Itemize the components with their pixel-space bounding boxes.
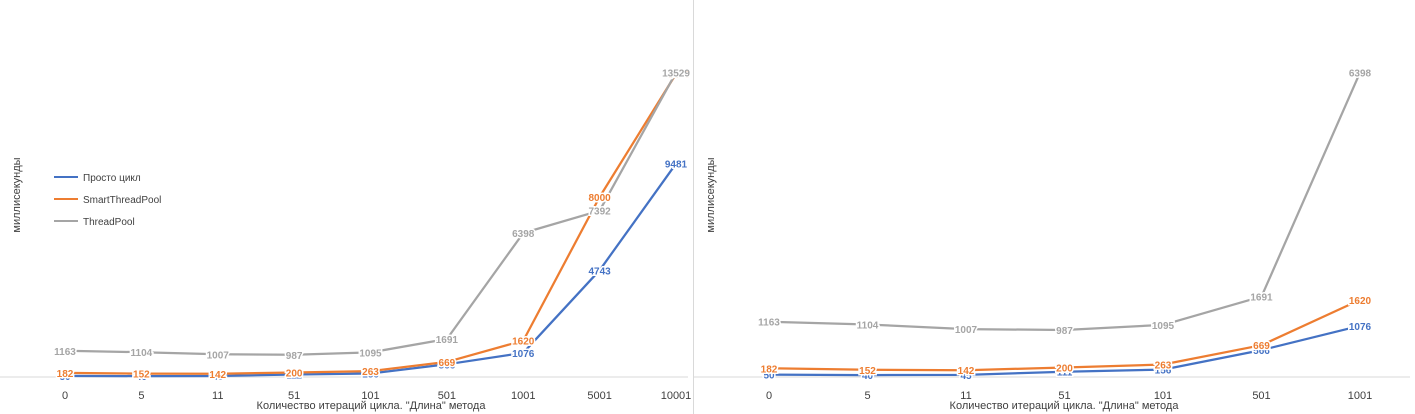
x-tick-label: 10001 <box>661 390 692 402</box>
series-line-3 <box>767 71 1362 332</box>
data-label: 1007 <box>955 325 978 336</box>
data-label: 1163 <box>758 318 780 329</box>
data-label: 45 <box>212 372 224 383</box>
series-line-1 <box>767 324 1362 377</box>
data-label: 1104 <box>857 320 879 331</box>
data-label: 9481 <box>665 160 688 171</box>
chart-right-svg: 0 5 11 51 101 501 1001 Количество итераций цикл… <box>694 67 1410 412</box>
data-label: 669 <box>439 358 456 369</box>
x-tick-label: 51 <box>1058 390 1070 402</box>
series-line-2 <box>63 72 678 375</box>
chart-left: 0 5 11 51 101 501 1001 5001 10001 Количество итер… <box>0 0 693 414</box>
data-label: 40 <box>136 372 148 383</box>
series-line-3 <box>63 71 678 356</box>
data-label: 152 <box>133 370 150 381</box>
data-label: 1104 <box>131 348 153 359</box>
data-label: 1095 <box>359 348 382 359</box>
data-label: 1163 <box>54 347 76 358</box>
x-tick-label: 101 <box>1154 390 1172 402</box>
x-tick-label: 0 <box>62 390 68 402</box>
data-label: 182 <box>57 369 74 380</box>
data-label: 142 <box>209 370 226 381</box>
data-label: 566 <box>439 360 456 371</box>
x-axis-title: Количество итераций цикла. "Длина" метод… <box>257 400 487 412</box>
data-label: 8000 <box>589 193 612 204</box>
data-label: 1095 <box>1152 321 1175 332</box>
series-line-2 <box>767 298 1362 372</box>
data-label: 13470 <box>662 70 690 81</box>
data-label: 152 <box>859 366 876 377</box>
x-axis-title: Количество итераций цикла. "Длина" метод… <box>950 400 1180 412</box>
legend-label-1: Просто цикл <box>83 173 141 184</box>
x-tick-label: 501 <box>438 390 456 402</box>
data-label: 566 <box>1253 346 1270 357</box>
data-label: 142 <box>958 366 975 377</box>
x-tick-label: 11 <box>212 390 223 402</box>
data-label: 156 <box>362 369 379 380</box>
data-label: 6398 <box>1349 69 1372 80</box>
chart-right: 0 5 11 51 101 501 1001 Количество итераций цикл… <box>694 0 1415 414</box>
data-label: 987 <box>1056 326 1073 337</box>
data-label: 263 <box>1155 360 1172 371</box>
data-label: 200 <box>1056 363 1073 374</box>
data-label: 40 <box>862 371 874 382</box>
x-tick-label: 0 <box>766 390 772 402</box>
data-label: 6398 <box>512 229 535 240</box>
data-label: 1620 <box>1349 296 1372 307</box>
data-label: 4743 <box>589 266 612 277</box>
x-tick-label: 5 <box>864 390 870 402</box>
x-tick-label: 1001 <box>1348 390 1372 402</box>
y-axis-title: миллисекунды <box>11 157 23 232</box>
data-label: 1076 <box>512 349 535 360</box>
series-line-1 <box>63 162 678 378</box>
data-label: 1007 <box>207 350 230 361</box>
data-label: 1076 <box>1349 322 1372 333</box>
data-label: 50 <box>59 372 71 383</box>
x-tick-label: 51 <box>288 390 300 402</box>
data-label: 111 <box>286 371 302 382</box>
data-label: 50 <box>763 371 775 382</box>
data-label: 987 <box>286 351 303 362</box>
data-label: 156 <box>1155 366 1172 377</box>
x-tick-label: 1001 <box>511 390 535 402</box>
data-label: 7392 <box>589 207 612 218</box>
panel-divider <box>693 0 694 414</box>
legend-label-3: ThreadPool <box>83 217 135 228</box>
data-label: 13529 <box>662 69 690 80</box>
y-axis-title: миллисекунды <box>705 157 717 232</box>
legend-label-2: SmartThreadPool <box>83 195 161 206</box>
data-label: 200 <box>286 369 303 380</box>
data-label: 182 <box>761 364 778 375</box>
data-label: 1691 <box>1250 293 1273 304</box>
x-tick-label: 5 <box>138 390 144 402</box>
data-label: 1620 <box>512 337 535 348</box>
chart-left-svg: 0 5 11 51 101 501 1001 5001 10001 Количество итер… <box>0 67 692 412</box>
data-label: 45 <box>960 371 972 382</box>
x-tick-label: 11 <box>960 390 971 402</box>
data-label: 111 <box>1057 368 1073 379</box>
x-tick-label: 101 <box>361 390 379 402</box>
data-label: 263 <box>362 367 379 378</box>
data-label: 1691 <box>436 335 459 346</box>
x-tick-label: 5001 <box>587 390 611 402</box>
x-tick-label: 501 <box>1252 390 1270 402</box>
data-label: 669 <box>1253 341 1270 352</box>
